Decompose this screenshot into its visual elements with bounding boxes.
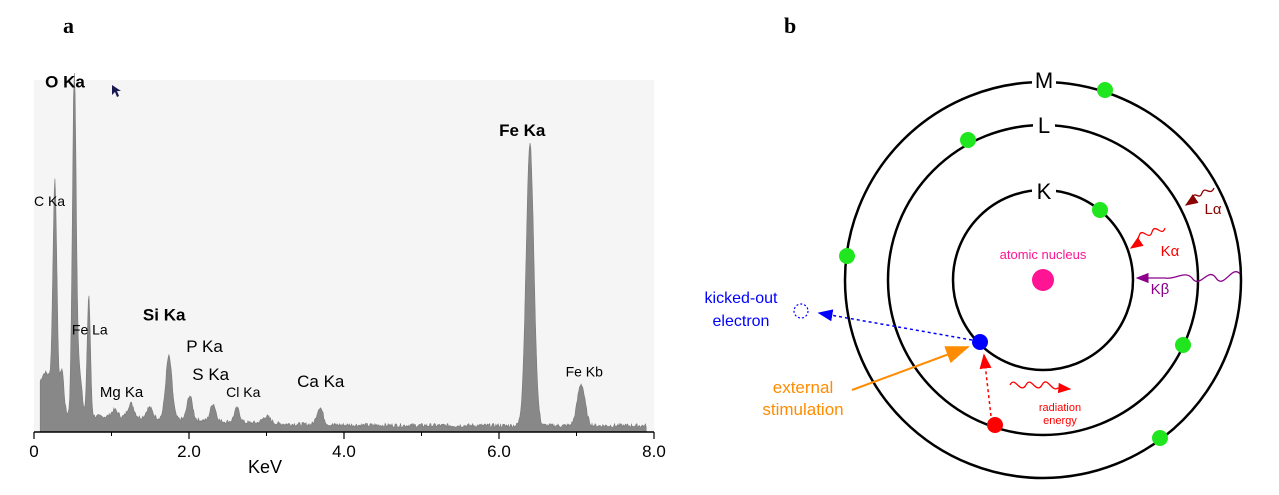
x-tick-label: 8.0 — [642, 442, 666, 461]
kicked-out-label-line1: kicked-out — [705, 290, 778, 307]
electron-m-1 — [1097, 82, 1113, 98]
mouse-pointer-icon — [112, 85, 121, 97]
spectrum-chart: 0 2.0 4.0 6.0 8.0 O Ka C Ka Fe La Si KaP Ka S Ka… — [29, 72, 666, 477]
k-beta-wave — [1135, 271, 1241, 284]
k-label-backdrop — [1032, 178, 1056, 204]
panel-b-label: b — [784, 13, 796, 38]
kicked-out-label-line2: electron — [713, 313, 770, 330]
incoming-electron-arrow — [979, 353, 992, 417]
kicked-out-position — [793, 303, 809, 319]
atomic-nucleus — [1032, 269, 1054, 291]
shell-l-label: L — [1038, 113, 1050, 138]
electron-m-3 — [1152, 430, 1168, 446]
x-tick-label: 4.0 — [332, 442, 356, 461]
electron-k — [1092, 202, 1108, 218]
spectrum-layer — [39, 72, 647, 433]
stimulation-label-line1: external — [773, 378, 833, 397]
peak-annotation: Si Ka — [143, 306, 186, 325]
m-label-backdrop — [1032, 67, 1056, 93]
x-tick-label: 0 — [29, 442, 38, 461]
nucleus-label: atomic nucleus — [1000, 247, 1087, 262]
incoming-electron — [987, 417, 1003, 433]
stimulation-label-line2: stimulation — [762, 400, 843, 419]
k-alpha-label: Kα — [1161, 243, 1180, 260]
annotation-layer: O Ka C Ka Fe La Si KaP Ka S Ka Mg Ka Cl Ka Ca K… — [34, 72, 603, 401]
peak-annotation: P Ka — [186, 337, 223, 356]
k-alpha-wave — [1129, 227, 1166, 249]
peak-annotation: Ca Ka — [297, 372, 345, 391]
external-stimulation-arrow — [851, 346, 970, 391]
k-beta-label: Kβ — [1151, 281, 1170, 298]
tick-layer: 0 2.0 4.0 6.0 8.0 — [29, 432, 666, 461]
electron-l-1 — [960, 132, 976, 148]
peak-annotation: Mg Ka — [100, 384, 144, 401]
panel-a-label: a — [63, 13, 74, 38]
radiation-label-line2: energy — [1043, 415, 1077, 427]
kicked-out-arrow — [817, 309, 973, 341]
x-axis-title: KeV — [248, 457, 282, 477]
peak-annotation: C Ka — [34, 193, 65, 209]
l-alpha-label: Lα — [1204, 201, 1221, 218]
atom-diagram: M L K atomic nucleus kicked-out electron… — [705, 67, 1243, 480]
x-tick-label: 2.0 — [177, 442, 201, 461]
ejected-electron — [972, 334, 988, 350]
l-label-backdrop — [1033, 112, 1055, 138]
shell-m-label: M — [1035, 68, 1053, 93]
x-tick-label: 6.0 — [487, 442, 511, 461]
peak-annotation: O Ka — [45, 72, 85, 91]
l-alpha-wave — [1184, 187, 1215, 206]
shell-k-label: K — [1037, 179, 1052, 204]
peak-annotation: Fe Ka — [499, 121, 546, 140]
electron-l-2 — [1175, 337, 1191, 353]
plot-background — [34, 80, 654, 432]
radiation-energy-wave — [1009, 381, 1072, 394]
peak-annotation: Fe Kb — [566, 363, 604, 379]
peak-annotation: Cl Ka — [226, 384, 260, 400]
peak-annotation: Fe La — [72, 322, 108, 338]
radiation-label-line1: radiation — [1039, 402, 1081, 414]
electron-m-2 — [839, 248, 855, 264]
peak-annotation: S Ka — [192, 365, 229, 384]
spectrum-series — [39, 72, 647, 433]
